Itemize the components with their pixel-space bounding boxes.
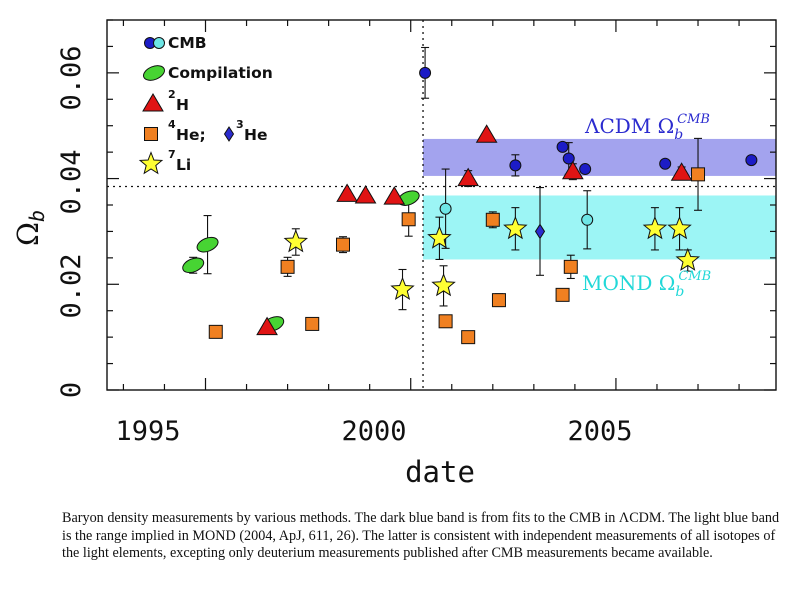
y-axis-title: Ωb xyxy=(11,210,49,246)
x-tick-labels: 1995 2000 2005 xyxy=(115,416,632,447)
2h-point xyxy=(561,160,584,180)
legend-markers xyxy=(138,37,235,175)
lcdm-band-label-sup: CMB xyxy=(677,112,710,127)
legend-sup-helium4: 4 xyxy=(168,118,176,131)
figure-caption: Baryon density measurements by various m… xyxy=(62,510,780,561)
mond-band-label-sup: CMB xyxy=(678,269,711,284)
4he-point xyxy=(335,237,350,252)
mond-band-label-sub: b xyxy=(675,284,684,300)
4he-point xyxy=(491,293,506,308)
2h-point xyxy=(256,316,278,336)
x-axis-title: date xyxy=(405,455,475,489)
2h-point xyxy=(670,162,693,181)
7li-point xyxy=(675,247,701,271)
mond-band-label-main: MOND Ω xyxy=(582,271,675,295)
7li-point xyxy=(503,215,528,240)
4he-point xyxy=(563,259,578,274)
legend-marker-deuterium xyxy=(142,93,164,112)
cmb-light-point xyxy=(439,202,452,215)
legend-label-compilation: Compilation xyxy=(168,64,273,82)
y-tick-labels: 0 0.02 0.04 0.06 xyxy=(56,45,87,398)
band-labels: ΛCDM ΩbCMB MOND ΩbCMB xyxy=(582,112,711,300)
7li-point xyxy=(642,215,668,240)
legend-label-deuterium: H xyxy=(176,96,189,114)
lcdm-band xyxy=(423,138,776,176)
lcdm-band-label-main: ΛCDM Ω xyxy=(584,114,674,138)
legend-label-cmb: CMB xyxy=(168,34,207,52)
4he-point xyxy=(461,330,476,345)
legend-label-helium3: He xyxy=(244,126,268,144)
bands-layer xyxy=(423,138,776,260)
7li-point xyxy=(427,225,452,249)
lcdm-band-label-sub: b xyxy=(674,127,683,143)
4he-point xyxy=(555,287,570,302)
2h-point xyxy=(475,124,498,143)
y-tick-label-0-04: 0.04 xyxy=(56,149,87,214)
y-axis-title-main: Ω xyxy=(11,222,45,246)
7li-point xyxy=(431,273,456,297)
data-markers xyxy=(182,66,758,345)
legend-marker-lithium xyxy=(138,151,164,175)
compilation-point xyxy=(182,257,205,274)
legend-label-lithium: Li xyxy=(176,156,191,174)
4he-point xyxy=(208,324,223,339)
axis-ticks xyxy=(107,19,776,391)
x-tick-label-2005: 2005 xyxy=(567,416,632,447)
cmb-point xyxy=(509,159,522,172)
legend-marker-helium4 xyxy=(144,127,158,141)
cmb-point xyxy=(562,152,575,165)
legend-sup-lithium: 7 xyxy=(168,148,176,161)
7li-point xyxy=(667,215,692,240)
4he-point xyxy=(280,259,295,274)
legend-label-helium4: He; xyxy=(176,126,206,144)
cmb-point xyxy=(419,66,432,79)
4he-point xyxy=(401,212,416,227)
7li-point xyxy=(283,229,309,253)
compilation-point xyxy=(196,236,219,253)
reference-lines xyxy=(107,20,776,390)
4he-point xyxy=(691,167,706,182)
legend-sup-deuterium: 2 xyxy=(168,88,176,101)
x-tick-label-1995: 1995 xyxy=(115,416,180,447)
legend-marker-compilation xyxy=(143,65,165,81)
4he-point xyxy=(305,316,320,331)
baryon-density-chart: CMB Compilation 2 H 4 He; 3 He 7 Li ΛCDM… xyxy=(11,19,777,489)
y-axis-title-sub: b xyxy=(25,210,49,222)
4he-point xyxy=(485,212,500,227)
y-tick-label-0: 0 xyxy=(56,382,87,398)
cmb-point xyxy=(556,140,569,153)
lcdm-band-label: ΛCDM ΩbCMB xyxy=(584,112,710,143)
cmb-point xyxy=(745,154,758,167)
cmb-light-point xyxy=(581,213,594,226)
2h-point xyxy=(354,185,377,204)
mond-band xyxy=(423,195,776,260)
2h-point xyxy=(457,167,480,187)
x-tick-label-2000: 2000 xyxy=(341,416,406,447)
y-tick-label-0-02: 0.02 xyxy=(56,253,87,318)
mond-band-label: MOND ΩbCMB xyxy=(582,269,711,300)
cmb-point xyxy=(579,163,592,176)
legend: CMB Compilation 2 H 4 He; 3 He 7 Li xyxy=(138,34,273,175)
2h-point xyxy=(383,186,406,205)
7li-point xyxy=(390,276,415,301)
4he-point xyxy=(438,314,453,329)
2h-point xyxy=(336,183,358,202)
3he-point xyxy=(534,223,546,240)
legend-sup-helium3: 3 xyxy=(236,118,244,131)
legend-marker-cmb-light xyxy=(153,37,165,49)
y-tick-label-0-06: 0.06 xyxy=(56,45,87,110)
cmb-point xyxy=(659,157,672,170)
legend-marker-helium3 xyxy=(223,126,235,142)
